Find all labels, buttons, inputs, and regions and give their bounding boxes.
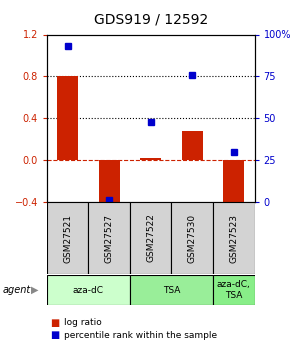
Bar bbox=[213, 275, 255, 305]
Bar bbox=[171, 202, 213, 274]
Text: ■: ■ bbox=[50, 331, 59, 340]
Bar bbox=[182, 131, 203, 160]
Text: GSM27521: GSM27521 bbox=[63, 214, 72, 263]
Text: agent: agent bbox=[3, 285, 31, 295]
Bar bbox=[99, 160, 120, 207]
Bar bbox=[130, 202, 171, 274]
Bar bbox=[47, 275, 130, 305]
Text: GSM27523: GSM27523 bbox=[229, 214, 238, 263]
Bar bbox=[223, 160, 244, 207]
Text: GSM27530: GSM27530 bbox=[188, 214, 197, 263]
Bar bbox=[213, 202, 255, 274]
Text: log ratio: log ratio bbox=[64, 318, 102, 327]
Text: ▶: ▶ bbox=[31, 285, 38, 295]
Bar bbox=[57, 76, 78, 160]
Text: aza-dC,
TSA: aza-dC, TSA bbox=[217, 280, 251, 300]
Bar bbox=[88, 202, 130, 274]
Text: GDS919 / 12592: GDS919 / 12592 bbox=[94, 12, 209, 26]
Text: GSM27527: GSM27527 bbox=[105, 214, 114, 263]
Bar bbox=[47, 202, 88, 274]
Text: ■: ■ bbox=[50, 318, 59, 327]
Bar bbox=[130, 275, 213, 305]
Text: percentile rank within the sample: percentile rank within the sample bbox=[64, 331, 217, 340]
Text: aza-dC: aza-dC bbox=[73, 286, 104, 295]
Text: TSA: TSA bbox=[163, 286, 180, 295]
Text: GSM27522: GSM27522 bbox=[146, 214, 155, 263]
Bar bbox=[140, 158, 161, 160]
